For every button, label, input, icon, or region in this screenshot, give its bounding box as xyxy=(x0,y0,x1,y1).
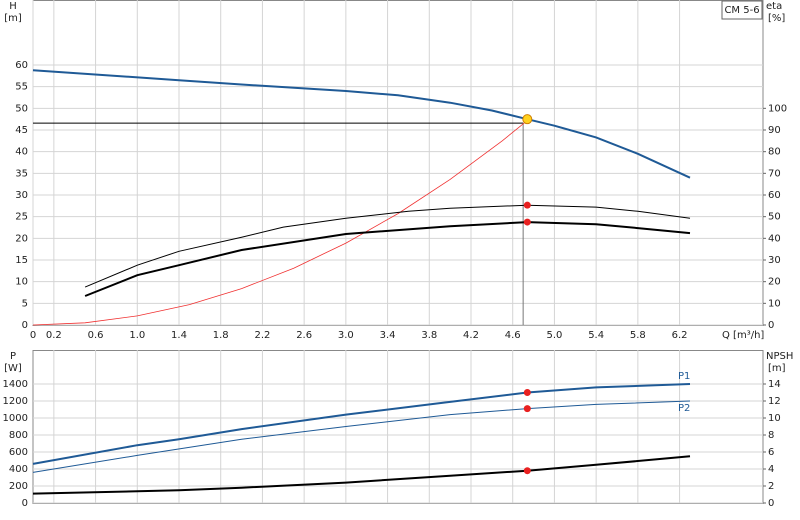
y-tick-label: 40 xyxy=(15,147,28,158)
y-tick-label: 0 xyxy=(22,320,28,331)
y2-tick-label: 60 xyxy=(768,190,781,201)
y-tick-label: 55 xyxy=(15,82,28,93)
marker xyxy=(523,201,531,209)
x-tick-label: 4.2 xyxy=(463,330,479,341)
y-axis-unit: [W] xyxy=(4,363,22,374)
legend-text: CM 5-6 xyxy=(724,5,759,16)
x-tick-label: 2.6 xyxy=(296,330,312,341)
y2-tick-label: 6 xyxy=(768,447,774,458)
series-line xyxy=(32,120,528,326)
x-tick-label: 6.2 xyxy=(672,330,688,341)
y2-tick-label: 40 xyxy=(768,233,781,244)
y-tick-label: 30 xyxy=(15,190,28,201)
y2-tick-label: 8 xyxy=(768,430,774,441)
y-tick-label: 15 xyxy=(15,255,28,266)
y2-tick-label: 70 xyxy=(768,168,781,179)
y-tick-label: 35 xyxy=(15,168,28,179)
y2-axis-title: eta xyxy=(766,1,782,12)
y2-tick-label: 30 xyxy=(768,255,781,266)
y2-tick-label: 0 xyxy=(768,320,774,331)
y2-tick-label: 50 xyxy=(768,212,781,223)
y2-tick-label: 80 xyxy=(768,147,781,158)
x-tick-label: 3.4 xyxy=(380,330,396,341)
x-tick-label: 5.4 xyxy=(588,330,604,341)
y-tick-label: 1200 xyxy=(3,396,28,407)
y-tick-label: 45 xyxy=(15,125,28,136)
x-tick-label: 0.2 xyxy=(46,330,62,341)
x-tick-label: 3.0 xyxy=(338,330,354,341)
y-axis-title: P xyxy=(10,351,16,362)
plot-frame xyxy=(32,0,764,326)
y-tick-label: 600 xyxy=(9,447,28,458)
y2-tick-label: 0 xyxy=(768,498,774,509)
y2-tick-label: 4 xyxy=(768,464,774,475)
y-axis-unit: [m] xyxy=(4,13,22,24)
y2-tick-label: 100 xyxy=(768,103,787,114)
x-axis-title: Q [m³/h] xyxy=(722,330,764,341)
duty-point xyxy=(522,114,533,125)
y-tick-label: 800 xyxy=(9,430,28,441)
y2-axis-unit: [m] xyxy=(768,363,786,374)
y-tick-label: 50 xyxy=(15,103,28,114)
plot-frame xyxy=(32,350,764,504)
x-tick-label: 0 xyxy=(30,330,36,341)
marker xyxy=(523,467,531,475)
legend-box xyxy=(721,0,763,20)
y-tick-label: 0 xyxy=(22,498,28,509)
series-line xyxy=(84,221,691,297)
y-tick-label: 400 xyxy=(9,464,28,475)
marker xyxy=(523,405,531,413)
y2-axis-unit: [%] xyxy=(768,13,785,24)
y-tick-label: 10 xyxy=(15,277,28,288)
series-line xyxy=(32,383,691,465)
x-tick-label: 0.6 xyxy=(88,330,104,341)
x-tick-label: 3.8 xyxy=(421,330,437,341)
y2-tick-label: 10 xyxy=(768,298,781,309)
y-tick-label: 1000 xyxy=(3,413,28,424)
x-tick-label: 4.6 xyxy=(505,330,521,341)
y-tick-label: 60 xyxy=(15,60,28,71)
series-line xyxy=(84,204,691,288)
y2-tick-label: 2 xyxy=(768,481,774,492)
y2-tick-label: 14 xyxy=(768,379,781,390)
x-tick-label: 5.8 xyxy=(630,330,646,341)
series-label: P1 xyxy=(678,371,690,382)
y2-tick-label: 10 xyxy=(768,413,781,424)
y2-axis-title: NPSH xyxy=(766,351,793,362)
x-tick-label: 5.0 xyxy=(546,330,562,341)
series-line xyxy=(32,400,691,473)
series-line xyxy=(32,455,691,495)
y2-tick-label: 20 xyxy=(768,277,781,288)
series-label: P2 xyxy=(678,403,690,414)
marker xyxy=(523,218,531,226)
y-tick-label: 200 xyxy=(9,481,28,492)
x-tick-label: 2.2 xyxy=(254,330,270,341)
y-tick-label: 25 xyxy=(15,212,28,223)
y-tick-label: 20 xyxy=(15,233,28,244)
series-line xyxy=(32,69,691,179)
y-tick-label: 5 xyxy=(22,298,28,309)
x-tick-label: 1.8 xyxy=(213,330,229,341)
marker xyxy=(523,389,531,396)
y2-tick-label: 12 xyxy=(768,396,781,407)
y-axis-title: H xyxy=(9,1,17,12)
y-tick-label: 1400 xyxy=(3,379,28,390)
y2-tick-label: 90 xyxy=(768,125,781,136)
x-tick-label: 1.0 xyxy=(129,330,145,341)
x-tick-label: 1.4 xyxy=(171,330,187,341)
